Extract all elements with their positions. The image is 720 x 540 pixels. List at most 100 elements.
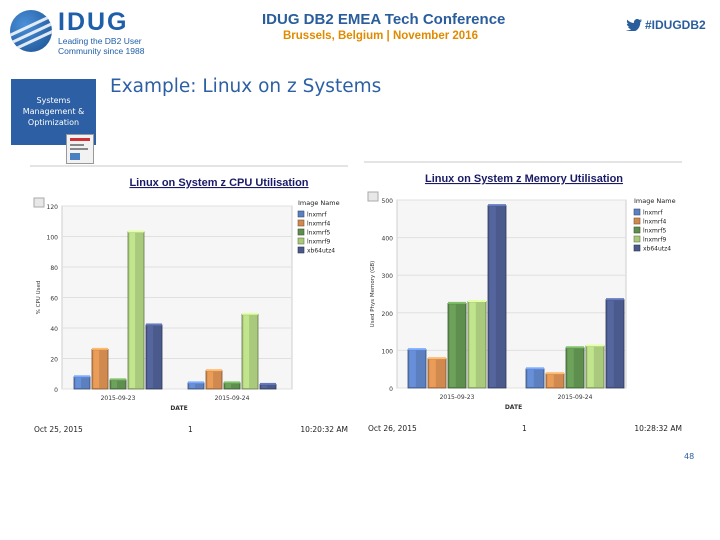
chart1-x-tick-label: 2015-09-23: [440, 394, 475, 401]
chart1-footer-time: 10:28:32 AM: [634, 424, 682, 433]
chart0-y-tick-label: 20: [50, 357, 58, 364]
chart1-legend-swatch: [633, 217, 641, 225]
conference-hashtag: #IDUGDB2: [645, 18, 706, 32]
chart0-bar-highlight: [189, 383, 196, 388]
chart0-bar-top: [110, 378, 126, 381]
chart0-legend-swatch: [297, 246, 305, 254]
chart0-legend-swatch: [297, 219, 305, 227]
chart0-legend-swatch: [297, 228, 305, 236]
chart0-legend-label: xb64utz4: [307, 248, 335, 255]
slide-title: Example: Linux on z Systems: [110, 76, 382, 97]
chart0-bar-top: [224, 381, 240, 384]
chart0-bar-top: [146, 323, 162, 326]
chart1-y-tick-label: 0: [389, 386, 393, 393]
chart0-y-tick-label: 40: [50, 326, 58, 333]
chart1-bar-top: [606, 298, 624, 301]
chart0-bar-highlight: [261, 385, 268, 388]
chart1-legend-title: Image Name: [634, 197, 676, 205]
chart0-legend-label: lnxmrf9: [307, 239, 330, 246]
cpu-utilisation-chart: Linux on System z CPU Utilisation 0 20 40 60…: [30, 165, 350, 436]
chart0-bar-top: [260, 382, 276, 385]
chart1-bar-highlight: [587, 346, 594, 387]
chart0-bar-highlight: [207, 371, 214, 388]
chart0-bar-highlight: [129, 232, 136, 388]
conference-title: IDUG DB2 EMEA Tech Conference: [262, 11, 506, 28]
chart1-x-tick-label: 2015-09-24: [558, 394, 593, 401]
conference-subtitle: Brussels, Belgium | November 2016: [283, 30, 478, 42]
chart1-bar-highlight: [547, 374, 554, 387]
logo-wordmark: IDUG: [58, 8, 129, 36]
chart0-legend-label: lnxmrf: [307, 212, 327, 219]
idug-globe-icon: [10, 10, 52, 52]
chart0-bar-highlight: [111, 380, 118, 388]
chart1-bar-top: [448, 301, 466, 304]
cpu-report-screenshot: Linux on System z CPU Utilisation 0 20 40 60…: [30, 165, 350, 436]
chart1-footer-page: 1: [522, 424, 527, 433]
chart1-bar-highlight: [409, 350, 416, 387]
chart1-y-tick-label: 200: [382, 311, 394, 318]
chart1-legend-label: xb64utz4: [643, 246, 671, 253]
chart0-chart-title: Linux on System z CPU Utilisation: [129, 177, 308, 189]
chart0-bar-highlight: [75, 377, 82, 388]
chart1-bar-highlight: [527, 369, 534, 387]
chart0-footer-date: Oct 25, 2015: [34, 425, 83, 434]
chart1-bar-top: [488, 204, 506, 207]
chart1-bar-highlight: [489, 206, 496, 387]
chart0-x-axis-label: DATE: [170, 405, 187, 412]
twitter-bird-icon: [626, 19, 642, 31]
chart0-legend-swatch: [297, 210, 305, 218]
chart0-bar-top: [128, 230, 144, 233]
chart1-y-axis-label: Used Phys Memory (GB): [370, 261, 376, 328]
slide-header: IDUG Leading the DB2 User Community sinc…: [0, 0, 720, 62]
chart0-bar-top: [206, 369, 222, 372]
track-label-box: Systems Management & Optimization: [11, 79, 96, 145]
chart1-legend-label: lnxmrf5: [643, 228, 666, 235]
chart1-bar-top: [566, 346, 584, 349]
chart0-y-axis-label: % CPU Used: [36, 281, 42, 315]
chart1-bar-top: [526, 367, 544, 370]
chart0-y-tick-label: 100: [47, 235, 59, 242]
chart1-bar-top: [408, 348, 426, 351]
chart1-bar-top: [468, 300, 486, 303]
chart0-x-tick-label: 2015-09-23: [101, 395, 136, 402]
chart0-bar-top: [74, 375, 90, 378]
chart1-legend-swatch: [633, 226, 641, 234]
chart1-x-axis-label: DATE: [505, 404, 522, 411]
chart1-chart-title: Linux on System z Memory Utilisation: [425, 173, 623, 185]
chart0-bar-top: [242, 312, 258, 315]
memory-utilisation-chart: Linux on System z Memory Utilisation 0 100…: [364, 161, 684, 436]
chart0-filter-dropdown-icon: [33, 197, 45, 208]
chart0-bar-top: [188, 381, 204, 384]
page-number: 48: [684, 452, 695, 461]
chart1-y-tick-label: 100: [382, 348, 394, 355]
document-thumbnail-icon: [66, 134, 94, 164]
chart1-legend-swatch: [633, 235, 641, 243]
chart0-legend-swatch: [297, 237, 305, 245]
chart1-bar-top: [546, 372, 564, 375]
chart0-bar-top: [92, 347, 108, 350]
chart1-bar-top: [428, 357, 446, 360]
chart0-legend-label: lnxmrf5: [307, 230, 330, 237]
chart0-y-tick-label: 0: [54, 387, 58, 394]
chart1-legend-label: lnxmrf9: [643, 237, 666, 244]
chart1-legend-swatch: [633, 208, 641, 216]
chart1-filter-dropdown-icon: [367, 191, 379, 202]
chart0-y-tick-label: 120: [47, 204, 59, 211]
chart1-bar-highlight: [469, 302, 476, 387]
chart1-y-tick-label: 400: [382, 236, 394, 243]
chart0-legend-label: lnxmrf4: [307, 221, 330, 228]
track-label: Systems Management & Optimization: [22, 96, 85, 127]
chart1-y-tick-label: 500: [382, 198, 394, 205]
chart0-x-tick-label: 2015-09-24: [215, 395, 250, 402]
chart1-y-tick-label: 300: [382, 273, 394, 280]
chart1-bar-highlight: [607, 300, 614, 387]
chart1-legend-swatch: [633, 244, 641, 252]
chart0-legend-title: Image Name: [298, 199, 340, 207]
chart0-footer-time: 10:20:32 AM: [300, 425, 348, 434]
logo-tagline: Leading the DB2 User Community since 198…: [58, 36, 145, 56]
chart1-footer-date: Oct 26, 2015: [368, 424, 417, 433]
chart0-bar-highlight: [147, 325, 154, 388]
chart0-bar-highlight: [225, 383, 232, 388]
chart1-legend-label: lnxmrf4: [643, 219, 666, 226]
chart0-footer-page: 1: [188, 425, 193, 434]
